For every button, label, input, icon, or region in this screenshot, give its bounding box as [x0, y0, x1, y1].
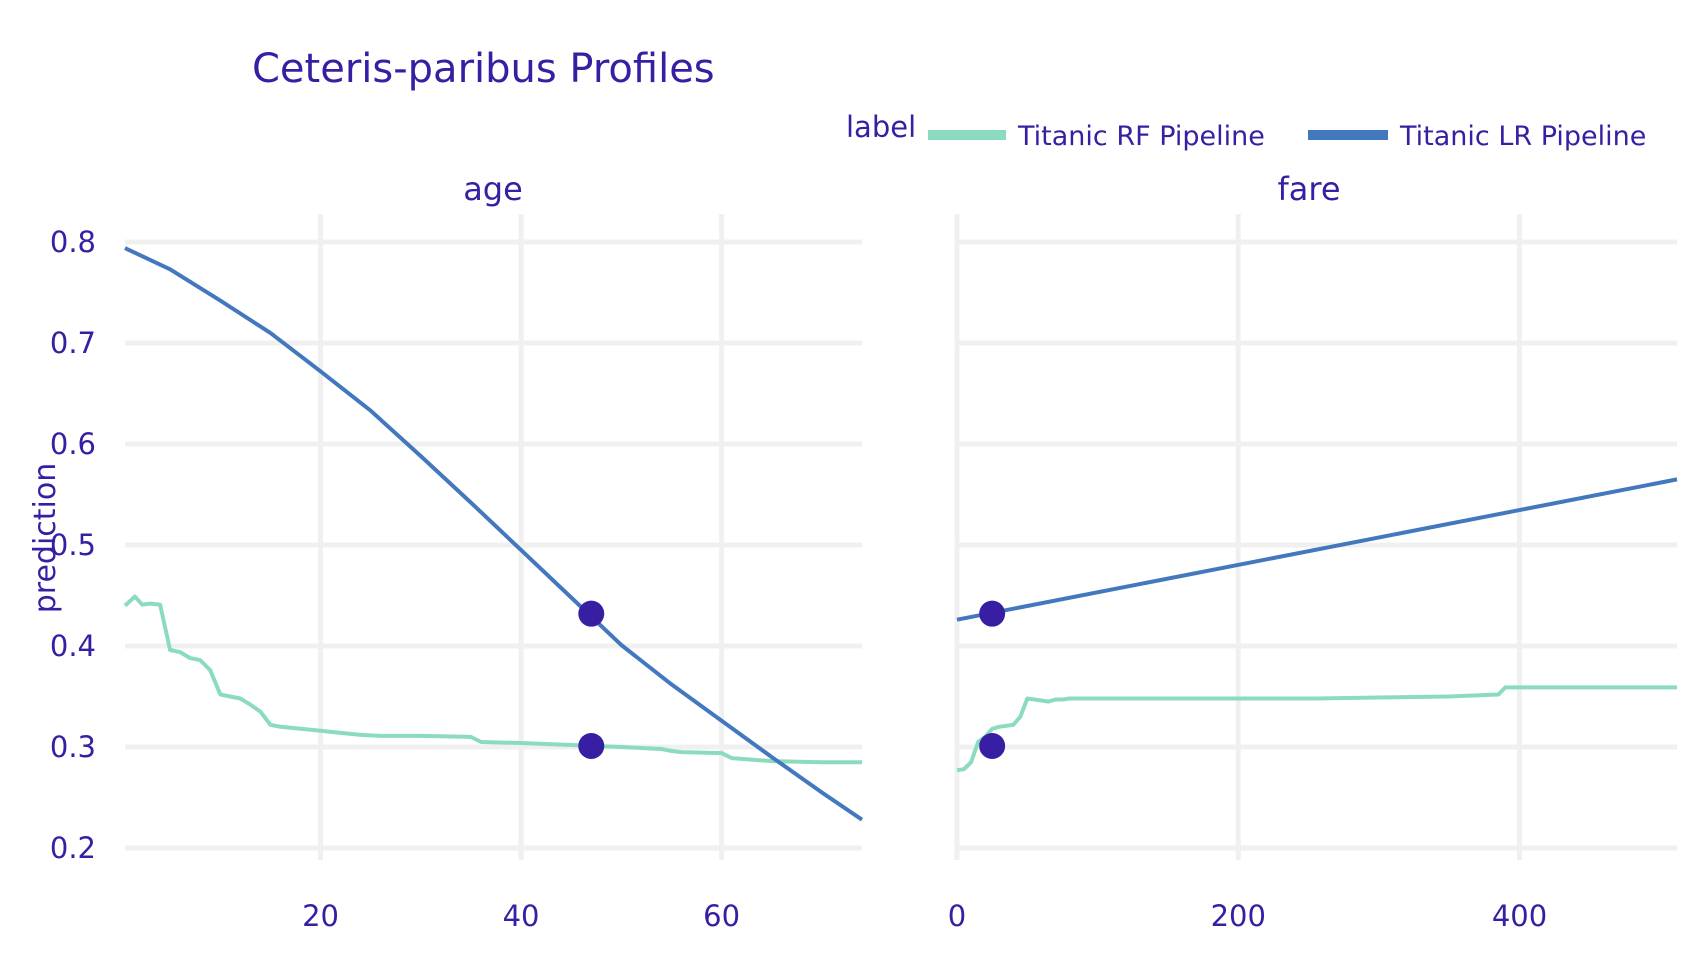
observation-point[interactable]: [578, 732, 605, 759]
observation-point[interactable]: [578, 600, 605, 627]
y-tick-label: 0.4: [50, 629, 96, 663]
x-tick-label: 40: [503, 899, 540, 933]
y-axis-title: prediction: [28, 463, 63, 614]
x-tick-label: 60: [703, 899, 740, 933]
x-tick-label: 20: [302, 899, 339, 933]
y-tick-label: 0.8: [50, 225, 96, 259]
facet-title-age: age: [463, 170, 523, 208]
y-tick-label: 0.5: [50, 528, 96, 562]
legend-title: label: [846, 110, 916, 144]
series-line-titanic-rf-pipeline[interactable]: [123, 594, 862, 765]
series-line-titanic-lr-pipeline[interactable]: [124, 246, 864, 822]
panel-fare: 0 200 400: [948, 214, 1678, 933]
legend-label-rf[interactable]: Titanic RF Pipeline: [1017, 121, 1265, 152]
y-tick-label: 0.2: [50, 831, 96, 865]
x-tick-label: 0: [948, 899, 966, 933]
series-line-titanic-lr-pipeline[interactable]: [956, 477, 1678, 622]
y-tick-label: 0.3: [50, 730, 96, 764]
chart-title: Ceteris-paribus Profiles: [252, 46, 715, 92]
legend-label-lr[interactable]: Titanic LR Pipeline: [1399, 121, 1646, 152]
series-line-titanic-rf-pipeline[interactable]: [956, 685, 1677, 773]
facet-title-fare: fare: [1277, 170, 1340, 208]
x-tick-label: 400: [1492, 899, 1547, 933]
y-tick-label: 0.6: [50, 427, 96, 461]
panel-age: 20 40 60: [123, 214, 864, 933]
observation-point[interactable]: [979, 600, 1006, 627]
y-tick-label: 0.7: [50, 326, 96, 360]
x-tick-label: 200: [1211, 899, 1266, 933]
observation-point[interactable]: [979, 732, 1006, 759]
legend: label Titanic RF Pipeline Titanic LR Pip…: [846, 110, 1646, 152]
